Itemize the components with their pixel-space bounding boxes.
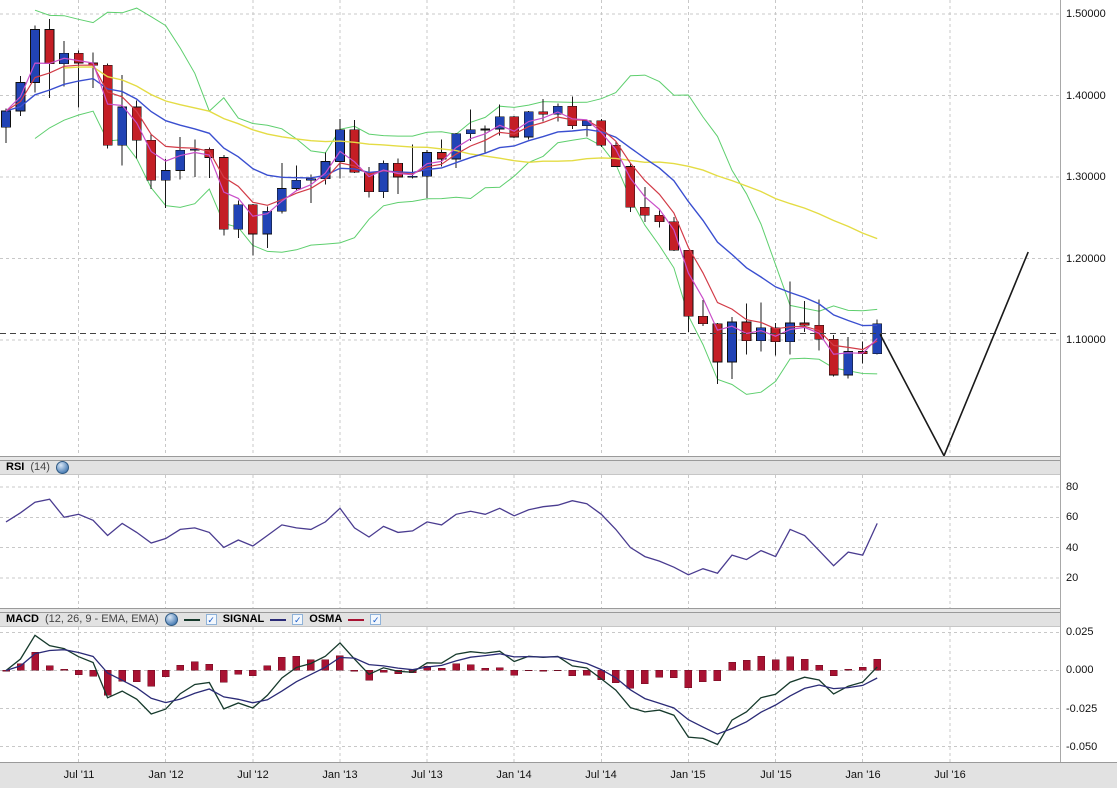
rsi-chart-canvas[interactable] — [0, 475, 1060, 608]
macd-chart-canvas[interactable] — [0, 627, 1060, 762]
macd-params: (12, 26, 9 - EMA, EMA) — [45, 613, 159, 625]
y-axis-label: -0.050 — [1066, 741, 1098, 753]
y-axis-label: 0.000 — [1066, 664, 1094, 676]
gridlines — [0, 0, 1060, 456]
ma-fast-line — [5, 57, 878, 355]
y-axis-label: 0.025 — [1066, 626, 1094, 638]
osma-histogram — [2, 651, 881, 696]
rsi-indicator-panel[interactable] — [0, 475, 1060, 608]
x-axis-label: Jan '13 — [322, 769, 358, 781]
macd-indicator-panel[interactable] — [0, 627, 1060, 762]
osma-label: OSMA — [309, 613, 343, 625]
ma-slow-line — [5, 77, 878, 327]
x-axis-label: Jul '11 — [63, 769, 95, 781]
osma-line-sample — [348, 618, 365, 621]
ma-medium-line — [5, 64, 878, 351]
x-axis-label: Jan '12 — [148, 769, 184, 781]
y-axis-label: 20 — [1066, 572, 1079, 584]
x-axis-label: Jul '14 — [585, 769, 617, 781]
rsi-label: RSI — [6, 461, 25, 473]
price-axis[interactable]: 1.50000 1.40000 1.30000 1.20000 1.10000 80 60 4… — [1060, 0, 1117, 762]
signal-label: SIGNAL — [222, 613, 265, 625]
panel-divider[interactable] — [0, 456, 1117, 461]
signal-line-sample — [270, 618, 287, 621]
y-axis-label: 1.20000 — [1066, 253, 1106, 265]
x-axis-label: Jul '12 — [237, 769, 269, 781]
x-axis-label: Jan '14 — [496, 769, 532, 781]
rsi-panel-header: RSI (14) — [0, 461, 1060, 475]
macd-label: MACD — [6, 613, 39, 625]
y-axis-label: 1.50000 — [1066, 8, 1106, 20]
projection-trendline — [879, 251, 1029, 456]
x-axis-label: Jul '13 — [411, 769, 443, 781]
indicator-properties-icon[interactable] — [55, 461, 69, 474]
gridlines — [0, 627, 1060, 762]
x-axis-label: Jul '16 — [934, 769, 966, 781]
price-chart-panel[interactable] — [0, 0, 1060, 456]
x-axis-label: Jan '16 — [845, 769, 881, 781]
ma-long-line — [64, 66, 878, 240]
rsi-params: (14) — [30, 461, 50, 473]
macd-panel-header: MACD (12, 26, 9 - EMA, EMA) ✓ SIGNAL ✓ O… — [0, 613, 1060, 627]
bollinger-lower-band — [34, 110, 878, 395]
x-axis-label: Jan '15 — [670, 769, 706, 781]
y-axis-label: -0.025 — [1066, 703, 1098, 715]
y-axis-label: 1.40000 — [1066, 90, 1106, 102]
rsi-line — [5, 498, 878, 576]
panel-divider[interactable] — [0, 608, 1117, 613]
x-axis-label: Jul '15 — [760, 769, 792, 781]
time-axis[interactable]: Jul '11 Jan '12 Jul '12 Jan '13 Jul '13 Jan '… — [0, 762, 1117, 788]
macd-line — [5, 634, 878, 746]
y-axis-label: 1.10000 — [1066, 334, 1106, 346]
y-axis-label: 40 — [1066, 542, 1079, 554]
osma-visibility-checkbox[interactable]: ✓ — [370, 614, 382, 625]
signal-line — [5, 649, 878, 735]
macd-line-sample — [183, 618, 200, 621]
y-axis-label: 80 — [1066, 481, 1079, 493]
signal-visibility-checkbox[interactable]: ✓ — [292, 614, 304, 625]
indicator-properties-icon[interactable] — [164, 613, 178, 626]
gridlines — [0, 475, 1060, 608]
macd-visibility-checkbox[interactable]: ✓ — [205, 614, 217, 625]
y-axis-label: 1.30000 — [1066, 171, 1106, 183]
price-chart-canvas[interactable] — [0, 0, 1060, 456]
y-axis-label: 60 — [1066, 511, 1079, 523]
